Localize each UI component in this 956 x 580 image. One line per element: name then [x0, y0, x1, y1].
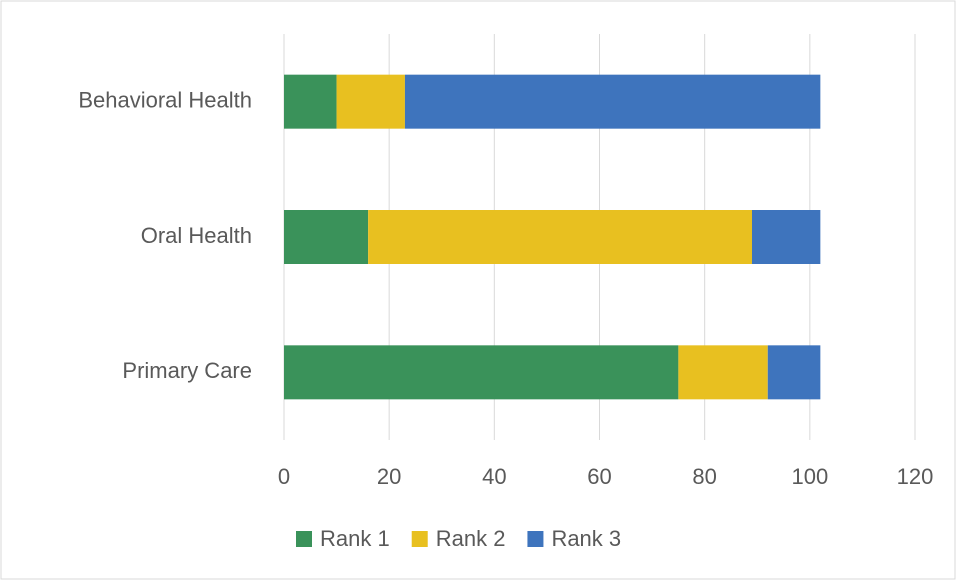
legend-label: Rank 2 [436, 526, 506, 551]
legend-swatch [411, 531, 428, 547]
x-tick-label: 100 [791, 464, 828, 489]
bar [336, 74, 405, 129]
legend-label: Rank 1 [320, 526, 390, 551]
bar [678, 345, 768, 400]
x-tick-label: 120 [897, 464, 934, 489]
x-tick-label: 40 [482, 464, 506, 489]
x-tick-label: 0 [278, 464, 290, 489]
y-tick-label: Primary Care [122, 358, 252, 383]
x-tick-label: 60 [587, 464, 611, 489]
bar [368, 210, 752, 264]
legend-swatch [296, 531, 312, 547]
legend-label: Rank 3 [551, 526, 621, 551]
x-tick-label: 80 [692, 464, 716, 489]
bar [284, 210, 369, 264]
y-tick-label: Behavioral Health [78, 87, 252, 112]
y-tick-label: Oral Health [141, 223, 252, 248]
bar [404, 74, 821, 129]
bar [284, 74, 337, 129]
bar [751, 210, 821, 264]
x-tick-label: 20 [377, 464, 401, 489]
legend-swatch [527, 531, 544, 547]
bar [767, 345, 821, 400]
bar [284, 345, 679, 400]
